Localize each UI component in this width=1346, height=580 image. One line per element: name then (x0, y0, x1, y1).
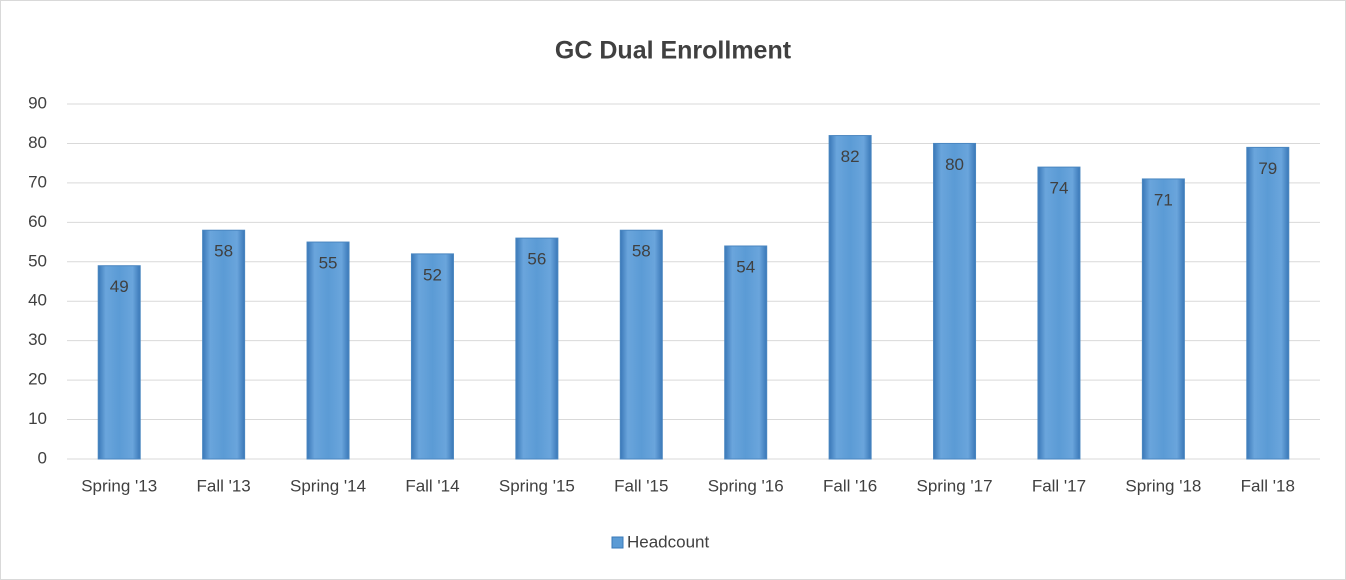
bar (515, 237, 559, 460)
x-tick-label: Fall '17 (1032, 476, 1086, 495)
data-label: 56 (527, 250, 546, 269)
data-label: 54 (736, 257, 755, 276)
y-tick-label: 50 (28, 251, 47, 270)
x-tick-label: Spring '14 (290, 476, 366, 495)
bar (306, 241, 350, 460)
x-tick-label: Spring '17 (917, 476, 993, 495)
data-label: 79 (1258, 159, 1277, 178)
x-tick-label: Fall '18 (1241, 476, 1295, 495)
bar (828, 135, 872, 460)
x-tick-label: Spring '18 (1125, 476, 1201, 495)
legend-label: Headcount (627, 532, 710, 551)
y-tick-label: 20 (28, 370, 47, 389)
bar (933, 142, 977, 460)
bar (410, 253, 454, 460)
x-tick-label: Fall '15 (614, 476, 668, 495)
data-label: 49 (110, 277, 129, 296)
y-tick-label: 90 (28, 93, 47, 112)
bar (97, 265, 141, 460)
x-tick-label: Spring '16 (708, 476, 784, 495)
data-label: 55 (319, 254, 338, 273)
y-tick-label: 80 (28, 133, 47, 152)
bar (1037, 166, 1081, 460)
data-label: 82 (841, 147, 860, 166)
data-label: 52 (423, 265, 442, 284)
x-tick-label: Fall '16 (823, 476, 877, 495)
bar (202, 229, 246, 460)
y-tick-label: 60 (28, 212, 47, 231)
bar (619, 229, 663, 460)
y-tick-label: 30 (28, 330, 47, 349)
data-label: 71 (1154, 190, 1173, 209)
bar (724, 245, 768, 460)
data-label: 80 (945, 155, 964, 174)
x-tick-label: Spring '13 (81, 476, 157, 495)
bar (1246, 146, 1290, 460)
chart-title: GC Dual Enrollment (555, 37, 792, 65)
data-label: 58 (632, 242, 651, 261)
legend-swatch (611, 536, 624, 549)
data-label: 58 (214, 242, 233, 261)
y-tick-label: 10 (28, 409, 47, 428)
x-tick-label: Fall '14 (405, 476, 459, 495)
y-tick-label: 0 (38, 448, 47, 467)
y-tick-label: 40 (28, 291, 47, 310)
y-tick-label: 70 (28, 172, 47, 191)
bar (1141, 178, 1185, 460)
x-tick-label: Spring '15 (499, 476, 575, 495)
x-tick-label: Fall '13 (196, 476, 250, 495)
data-label: 74 (1049, 179, 1068, 198)
